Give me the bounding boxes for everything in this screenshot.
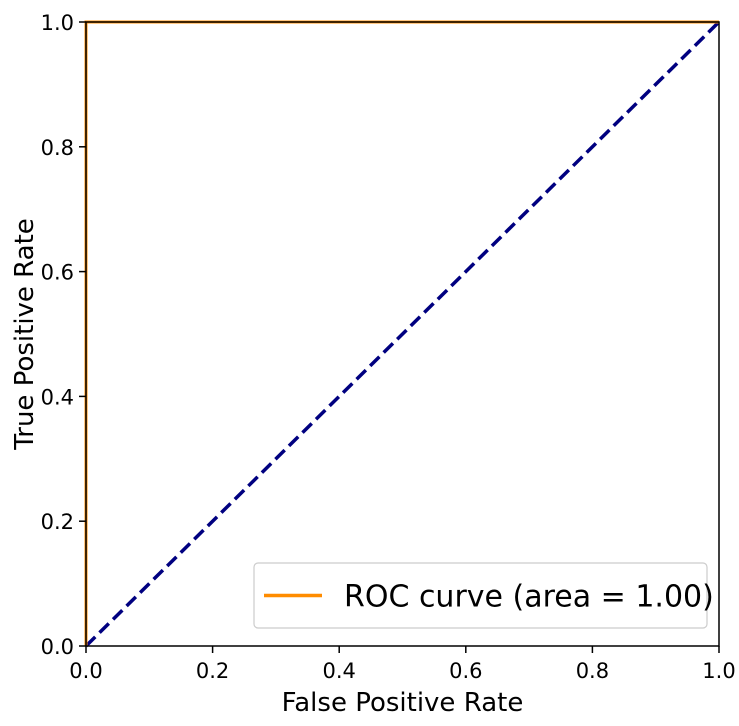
legend: ROC curve (area = 1.00): [253, 562, 714, 629]
legend-label-roc-curve: ROC curve (area = 1.00): [344, 580, 714, 615]
y-tick-label: 1.0: [41, 11, 74, 35]
x-axis-ticks: 0.0 0.2 0.4 0.6 0.8 1.0: [69, 646, 736, 683]
x-tick-label: 0.8: [576, 659, 609, 683]
x-tick-label: 0.2: [196, 659, 229, 683]
y-tick-label: 0.6: [41, 261, 74, 285]
x-tick-label: 0.4: [322, 659, 355, 683]
y-tick-label: 0.0: [41, 635, 74, 659]
legend-box: [253, 562, 708, 629]
y-tick-label: 0.2: [41, 510, 74, 534]
y-axis-title: True Positive Rate: [10, 218, 40, 451]
y-tick-label: 0.8: [41, 136, 74, 160]
x-axis-title: False Positive Rate: [282, 688, 524, 718]
plot-frame: [85, 21, 720, 647]
chance-diagonal-line: [84, 20, 721, 648]
x-tick-label: 1.0: [702, 659, 735, 683]
y-tick-label: 0.4: [41, 385, 74, 409]
x-tick-label: 0.6: [449, 659, 482, 683]
y-axis-ticks: 0.0 0.2 0.4 0.6 0.8 1.0: [41, 11, 86, 659]
x-tick-label: 0.0: [69, 659, 102, 683]
